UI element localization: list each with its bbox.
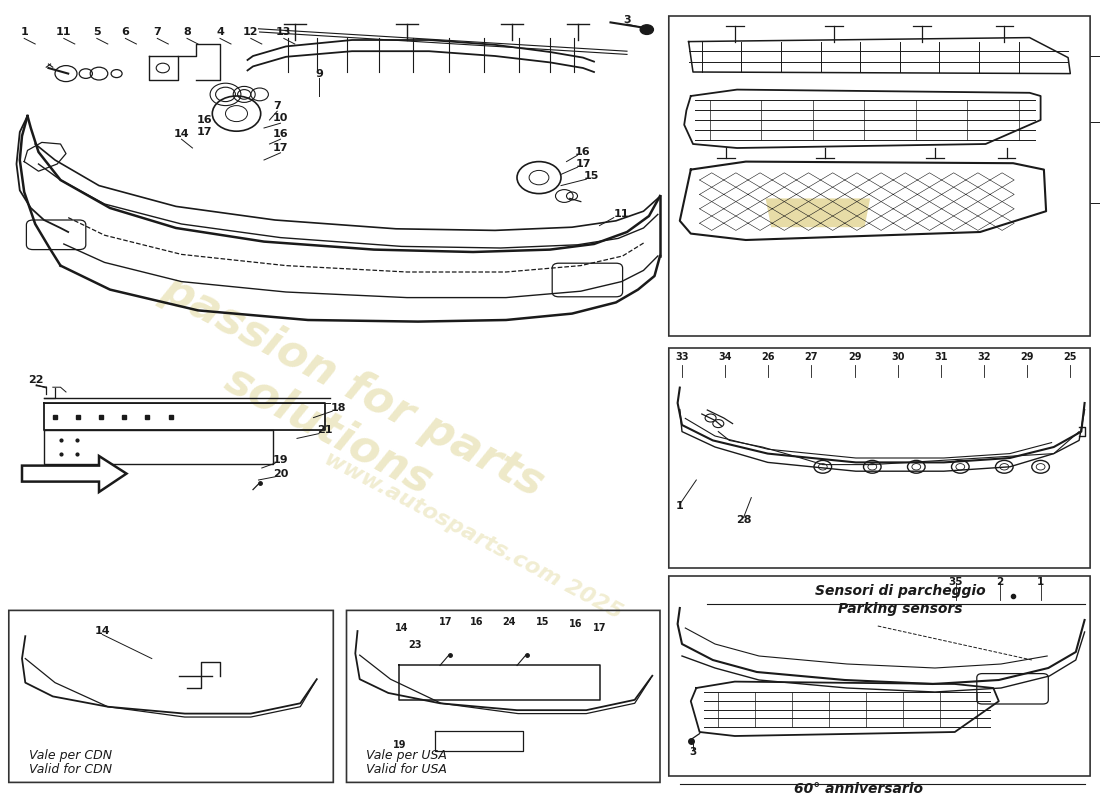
Text: 5: 5 [94,27,100,37]
Polygon shape [766,198,870,227]
Text: 19: 19 [393,739,406,750]
Circle shape [640,25,653,34]
Text: 7: 7 [273,102,282,111]
Text: 14: 14 [395,622,408,633]
Text: 35: 35 [948,577,964,587]
Text: 29: 29 [848,352,861,362]
Text: 7: 7 [153,27,162,37]
Text: 16: 16 [575,147,591,157]
Text: 16: 16 [470,618,483,627]
Text: 3: 3 [624,15,630,25]
Text: 25: 25 [1064,352,1077,362]
Text: 34: 34 [718,352,732,362]
Text: 17: 17 [197,127,212,137]
Text: 26: 26 [761,352,776,362]
Text: 4: 4 [216,27,224,37]
Text: 15: 15 [584,171,600,181]
Text: passion for parts
solutions: passion for parts solutions [131,266,551,550]
Text: 17: 17 [273,143,288,153]
Text: 16: 16 [273,130,288,139]
Polygon shape [22,456,126,492]
Text: 3: 3 [690,747,696,757]
Text: 17: 17 [439,618,452,627]
Text: 24: 24 [503,618,516,627]
Text: 6: 6 [121,27,130,37]
Text: Vale per CDN: Vale per CDN [29,750,112,762]
Text: 27: 27 [805,352,818,362]
Text: Vale per USA: Vale per USA [366,750,448,762]
Text: 11: 11 [614,210,629,219]
Text: 21: 21 [317,426,332,435]
Text: 8: 8 [183,27,191,37]
Text: 31: 31 [934,352,947,362]
Text: Parking sensors: Parking sensors [838,602,962,616]
Text: Valid for CDN: Valid for CDN [29,763,112,776]
Text: 10: 10 [273,114,288,123]
Text: 14: 14 [174,130,189,139]
Text: 28: 28 [736,514,751,525]
Text: www.autosparts.com 2025: www.autosparts.com 2025 [321,449,625,623]
Text: 9: 9 [315,69,323,78]
Text: 1: 1 [675,502,684,511]
Text: 60° anniversario: 60° anniversario [794,782,923,797]
Text: 16: 16 [569,619,582,629]
Text: 11: 11 [56,27,72,37]
Text: Valid for USA: Valid for USA [366,763,448,776]
Text: 18: 18 [331,403,346,413]
Text: 19: 19 [273,455,288,465]
Text: 17: 17 [593,622,606,633]
Text: 17: 17 [575,159,591,169]
Text: 14: 14 [95,626,110,636]
Text: 33: 33 [675,352,689,362]
Text: 15: 15 [536,618,549,627]
Text: 22: 22 [29,375,44,385]
Text: 30: 30 [891,352,904,362]
Text: 13: 13 [276,27,292,37]
Text: 23: 23 [408,640,421,650]
Text: 32: 32 [977,352,991,362]
Text: 16: 16 [197,115,212,125]
Text: 1: 1 [20,27,29,37]
Text: 1: 1 [1037,577,1044,587]
Text: 12: 12 [243,27,258,37]
Text: 29: 29 [1021,352,1034,362]
Text: 20: 20 [273,469,288,478]
Text: 2: 2 [997,577,1003,587]
Text: Sensori di parcheggio: Sensori di parcheggio [815,584,986,598]
